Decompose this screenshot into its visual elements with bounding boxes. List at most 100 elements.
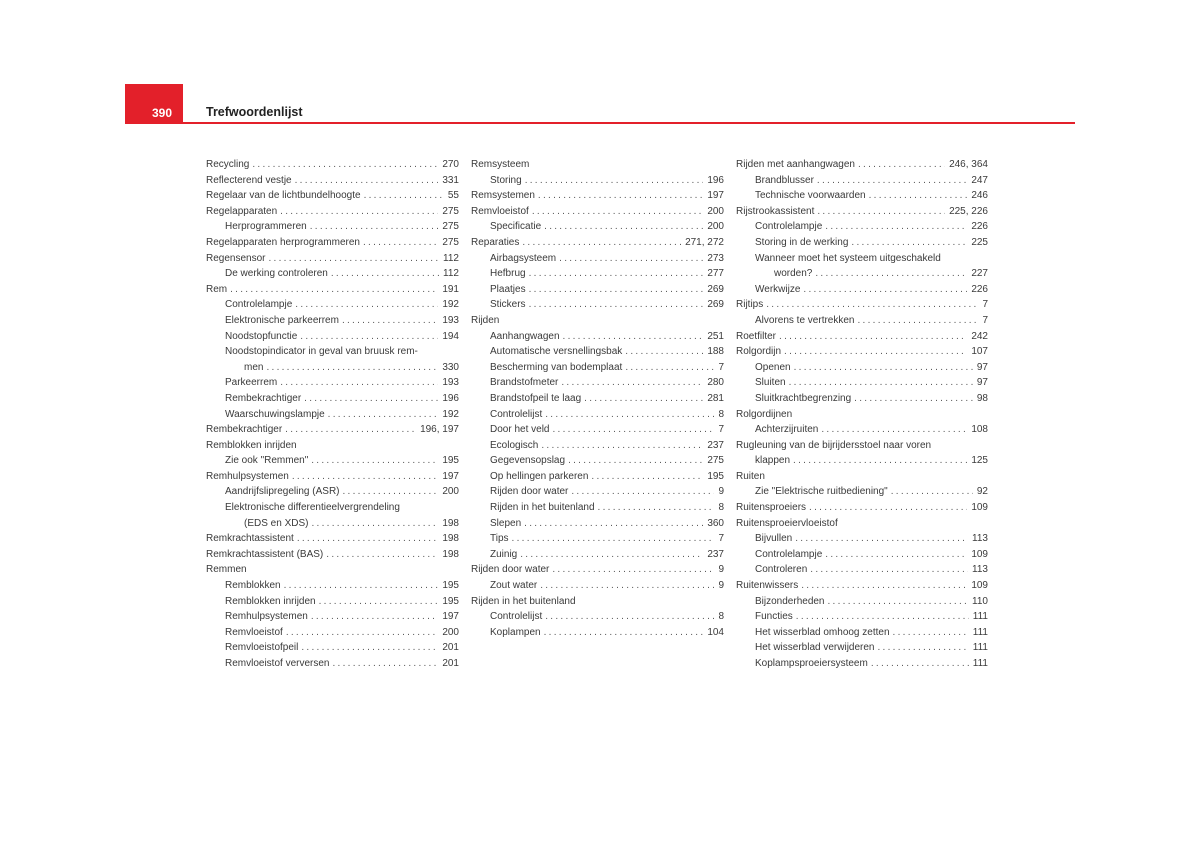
dot-leader xyxy=(300,329,438,345)
entry-page: 198 xyxy=(442,517,459,529)
dot-leader xyxy=(301,640,438,656)
dot-leader xyxy=(793,453,967,469)
dot-leader xyxy=(854,391,973,407)
entry-page: 112 xyxy=(443,268,459,280)
entry-label-continuation: worden? xyxy=(774,268,813,280)
entry-label: Regensensor xyxy=(206,252,266,264)
entry-label: Controlelampje xyxy=(225,299,293,311)
dot-leader xyxy=(364,188,444,204)
entry-page: 113 xyxy=(972,533,988,545)
entry-page: 277 xyxy=(707,268,724,280)
dot-leader xyxy=(268,251,439,267)
entry-label: Bescherming van bodemplaat xyxy=(490,361,623,373)
dot-leader xyxy=(342,313,438,329)
entry-page: 225 xyxy=(971,236,988,248)
index-entry: Rijden door water 9 xyxy=(471,562,724,578)
index-subentry: Werkwijze 226 xyxy=(736,282,988,298)
index-subentry: Aanhangwagen 251 xyxy=(471,329,724,345)
entry-label: Parkeerrem xyxy=(225,377,278,389)
entry-label: Controlelijst xyxy=(490,408,543,420)
dot-leader xyxy=(794,360,973,376)
dot-leader xyxy=(522,235,681,251)
entry-label: Rolgordijnen xyxy=(736,408,793,420)
dot-leader xyxy=(286,625,439,641)
entry-page: 198 xyxy=(442,548,459,560)
index-subentry: Remblokken 195 xyxy=(206,578,459,594)
entry-page: 188 xyxy=(707,346,724,358)
entry-page: 193 xyxy=(442,314,459,326)
entry-page: 112 xyxy=(443,252,459,264)
index-subentry: Sluiten 97 xyxy=(736,375,988,391)
index-subentry: Technische voorwaarden 246 xyxy=(736,188,988,204)
entry-page: 200 xyxy=(707,205,724,217)
entry-page: 200 xyxy=(442,626,459,638)
entry-page: 237 xyxy=(707,548,724,560)
entry-page: 7 xyxy=(718,424,724,436)
entry-page: 251 xyxy=(707,330,724,342)
entry-page: 98 xyxy=(976,392,988,404)
entry-label: Ruiten xyxy=(736,470,765,482)
dot-leader xyxy=(893,625,969,641)
index-entry: Reparaties 271, 272 xyxy=(471,235,724,251)
index-subentry: De werking controleren 112 xyxy=(206,266,459,282)
index-subentry: Remhulpsystemen 197 xyxy=(206,609,459,625)
entry-label: Rijden door water xyxy=(471,564,550,576)
dot-leader xyxy=(878,640,969,656)
index-subentry: Parkeerrem 193 xyxy=(206,375,459,391)
dot-leader xyxy=(292,469,439,485)
entry-label: Ecologisch xyxy=(490,439,539,451)
index-subentry: Alvorens te vertrekken 7 xyxy=(736,313,988,329)
index-subentry: Ecologisch 237 xyxy=(471,438,724,454)
entry-label: Plaatjes xyxy=(490,283,526,295)
dot-leader xyxy=(571,484,714,500)
dot-leader xyxy=(331,266,439,282)
index-entry: Regensensor 112 xyxy=(206,251,459,267)
index-entry: Rugleuning van de bijrijdersstoel naar v… xyxy=(736,438,988,454)
entry-page: 196 xyxy=(707,174,724,186)
entry-label: Brandstofpeil te laag xyxy=(490,392,582,404)
entry-label: Roetfilter xyxy=(736,330,777,342)
dot-leader xyxy=(796,609,969,625)
entry-page: 275 xyxy=(707,455,724,467)
entry-label: Remvloeistof xyxy=(225,626,283,638)
index-subentry: Op hellingen parkeren 195 xyxy=(471,469,724,485)
entry-label: Remkrachtassistent (BAS) xyxy=(206,548,324,560)
entry-label: Elektronische parkeerrem xyxy=(225,314,339,326)
dot-leader xyxy=(311,609,439,625)
entry-page: 191 xyxy=(442,283,459,295)
dot-leader xyxy=(803,282,967,298)
dot-leader xyxy=(559,251,703,267)
entry-label: Zie ook "Remmen" xyxy=(225,455,309,467)
dot-leader xyxy=(795,531,968,547)
entry-label: Koplampen xyxy=(490,626,541,638)
entry-label: Rugleuning van de bijrijdersstoel naar v… xyxy=(736,439,932,451)
dot-leader xyxy=(563,329,704,345)
entry-page: 273 xyxy=(707,252,724,264)
index-subentry: Noodstopindicator in geval van bruusk re… xyxy=(206,344,459,360)
dot-leader xyxy=(817,173,967,189)
dot-leader xyxy=(363,235,438,251)
index-entry: Ruitenwissers 109 xyxy=(736,578,988,594)
entry-label: Hefbrug xyxy=(490,268,526,280)
entry-page: 104 xyxy=(707,626,724,638)
dot-leader xyxy=(520,547,703,563)
entry-page: 197 xyxy=(442,470,459,482)
entry-label: Reflecterend vestje xyxy=(206,174,292,186)
entry-label: Rijtips xyxy=(736,299,764,311)
entry-label: Zout water xyxy=(490,580,538,592)
entry-label: Herprogrammeren xyxy=(225,221,307,233)
index-entry: Remblokken inrijden xyxy=(206,438,459,454)
entry-label: Wanneer moet het systeem uitgeschakeld xyxy=(755,252,941,264)
index-subentry: Brandstofpeil te laag 281 xyxy=(471,391,724,407)
dot-leader xyxy=(801,578,967,594)
entry-page: 198 xyxy=(442,533,459,545)
entry-page: 226 xyxy=(971,221,988,233)
page-title: Trefwoordenlijst xyxy=(206,105,303,119)
entry-label: Remblokken inrijden xyxy=(206,439,297,451)
entry-label: Aanhangwagen xyxy=(490,330,560,342)
entry-label: Rijden door water xyxy=(490,486,569,498)
entry-label: Remkrachtassistent xyxy=(206,533,294,545)
entry-label: Controleren xyxy=(755,564,808,576)
index-column-1: Recycling 270 Reflecterend vestje 331 Regela… xyxy=(206,157,459,672)
index-entry-continuation: worden? 227 xyxy=(736,266,988,282)
